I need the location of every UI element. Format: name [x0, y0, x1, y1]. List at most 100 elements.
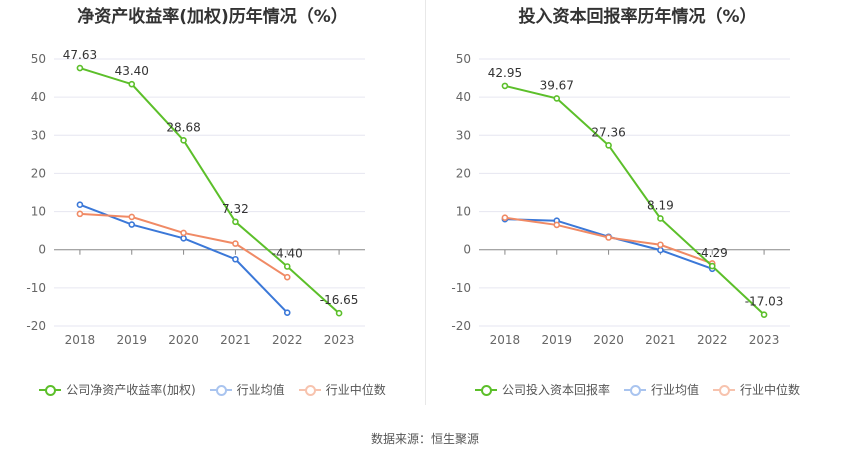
data-label: 27.36: [591, 125, 625, 139]
legend-mean-icon: [623, 383, 646, 397]
data-label: 39.67: [540, 78, 574, 92]
x-tick-label: 2020: [593, 333, 624, 347]
y-tick-label: 40: [31, 90, 46, 104]
data-label: -17.03: [745, 295, 784, 309]
legend-label: 行业中位数: [325, 383, 386, 397]
data-point: [232, 240, 239, 247]
data-label: -4.40: [272, 246, 303, 260]
x-tick-label: 2020: [168, 333, 199, 347]
data-point: [553, 95, 561, 102]
y-tick-label: 20: [456, 166, 471, 180]
x-tick-label: 2018: [490, 333, 521, 347]
legend-label: 行业均值: [650, 383, 699, 397]
legend-mean-icon: [209, 383, 232, 397]
legend-item-company[interactable]: 公司净资产收益率(加权): [39, 381, 196, 398]
data-point: [76, 210, 84, 218]
series-line: [79, 203, 288, 314]
data-point: [128, 213, 136, 221]
data-point: [76, 64, 84, 72]
legend-median-icon: [298, 383, 321, 397]
chart-legend: 公司投入资本回报率 行业均值 行业中位数: [425, 381, 850, 398]
x-tick-label: 2023: [749, 333, 780, 347]
data-label: 7.32: [222, 202, 249, 216]
data-point: [335, 309, 343, 317]
panel-divider: [425, 0, 426, 405]
data-label: 43.40: [115, 64, 149, 78]
data-point: [501, 82, 509, 90]
data-point: [232, 255, 239, 263]
y-tick-label: 10: [31, 205, 46, 219]
data-point: [657, 241, 664, 249]
chart-legend: 公司净资产收益率(加权) 行业均值 行业中位数: [0, 381, 425, 398]
y-tick-label: 50: [456, 52, 471, 66]
legend-item-median[interactable]: 行业中位数: [298, 381, 386, 398]
data-point: [283, 309, 291, 316]
series-line: [504, 84, 765, 316]
series-line: [79, 212, 288, 279]
data-point: [283, 273, 291, 281]
y-tick-label: -10: [451, 281, 471, 295]
data-point: [657, 215, 664, 222]
y-tick-label: -10: [26, 281, 46, 295]
roic-line-chart: -20 -10 0 10 20 30 40 50 2018 2019 2020 2021 2022 202…: [451, 52, 790, 347]
legend-company-icon: [39, 383, 62, 397]
data-point: [553, 221, 561, 229]
data-label: 8.19: [647, 198, 674, 212]
x-tick-label: 2018: [65, 333, 96, 347]
data-point: [760, 311, 768, 318]
data-point: [501, 214, 509, 221]
series-line: [79, 67, 340, 314]
legend-median-icon: [713, 383, 735, 397]
y-tick-label: -20: [451, 319, 471, 333]
data-label: -16.65: [320, 293, 359, 307]
data-label: 47.63: [63, 48, 97, 62]
data-label: -4.29: [697, 246, 728, 260]
data-point: [232, 218, 239, 226]
legend-item-company[interactable]: 公司投入资本回报率: [474, 381, 610, 398]
data-point: [180, 234, 187, 242]
data-label: 28.68: [166, 120, 200, 134]
data-point: [128, 221, 136, 228]
legend-label: 公司投入资本回报率: [501, 383, 610, 397]
data-point: [76, 201, 84, 209]
legend-label: 行业中位数: [740, 383, 801, 397]
data-point: [605, 234, 612, 241]
y-tick-label: 50: [31, 52, 46, 66]
y-tick-label: 30: [31, 128, 46, 142]
x-tick-label: 2019: [116, 333, 147, 347]
chart-title: 净资产收益率(加权)历年情况（%）: [77, 7, 348, 27]
chart-title: 投入资本回报率历年情况（%）: [518, 7, 757, 27]
x-tick-label: 2021: [645, 333, 676, 347]
data-label: 42.95: [488, 66, 522, 80]
data-source-note: 数据来源：恒生聚源: [370, 432, 479, 446]
legend-item-mean[interactable]: 行业均值: [623, 381, 699, 398]
y-tick-label: 0: [463, 243, 471, 257]
y-tick-label: 10: [456, 205, 471, 219]
data-point: [128, 80, 136, 88]
y-tick-label: 0: [38, 243, 46, 257]
legend-company-icon: [474, 383, 497, 397]
y-tick-label: 20: [31, 166, 46, 180]
legend-item-median[interactable]: 行业中位数: [713, 381, 800, 398]
data-point: [283, 263, 291, 270]
y-tick-label: 40: [456, 90, 471, 104]
data-point: [605, 142, 612, 149]
x-tick-label: 2022: [697, 333, 728, 347]
data-point: [180, 229, 187, 237]
x-tick-label: 2023: [324, 333, 355, 347]
legend-item-mean[interactable]: 行业均值: [209, 381, 285, 398]
x-tick-label: 2021: [220, 333, 251, 347]
y-tick-label: -20: [26, 319, 46, 333]
x-tick-label: 2022: [272, 333, 303, 347]
y-tick-label: 30: [456, 128, 471, 142]
roe-line-chart: -20 -10 0 10 20 30 40 50 2018 2019 2020 2021 2022 202…: [26, 48, 365, 347]
data-point: [180, 137, 187, 144]
roic-chart-panel: 投入资本回报率历年情况（%） -20 -10 0 10 20 30 40 50 2018 2019…: [425, 0, 850, 410]
data-point: [708, 262, 716, 270]
legend-label: 行业均值: [236, 383, 285, 397]
series-line: [504, 218, 713, 270]
x-tick-label: 2019: [541, 333, 572, 347]
roe-chart-panel: 净资产收益率(加权)历年情况（%） -20 -10 0 10 20 30 40 50 2018 2…: [0, 0, 425, 410]
legend-label: 公司净资产收益率(加权): [66, 383, 196, 397]
data-point: [657, 246, 664, 254]
